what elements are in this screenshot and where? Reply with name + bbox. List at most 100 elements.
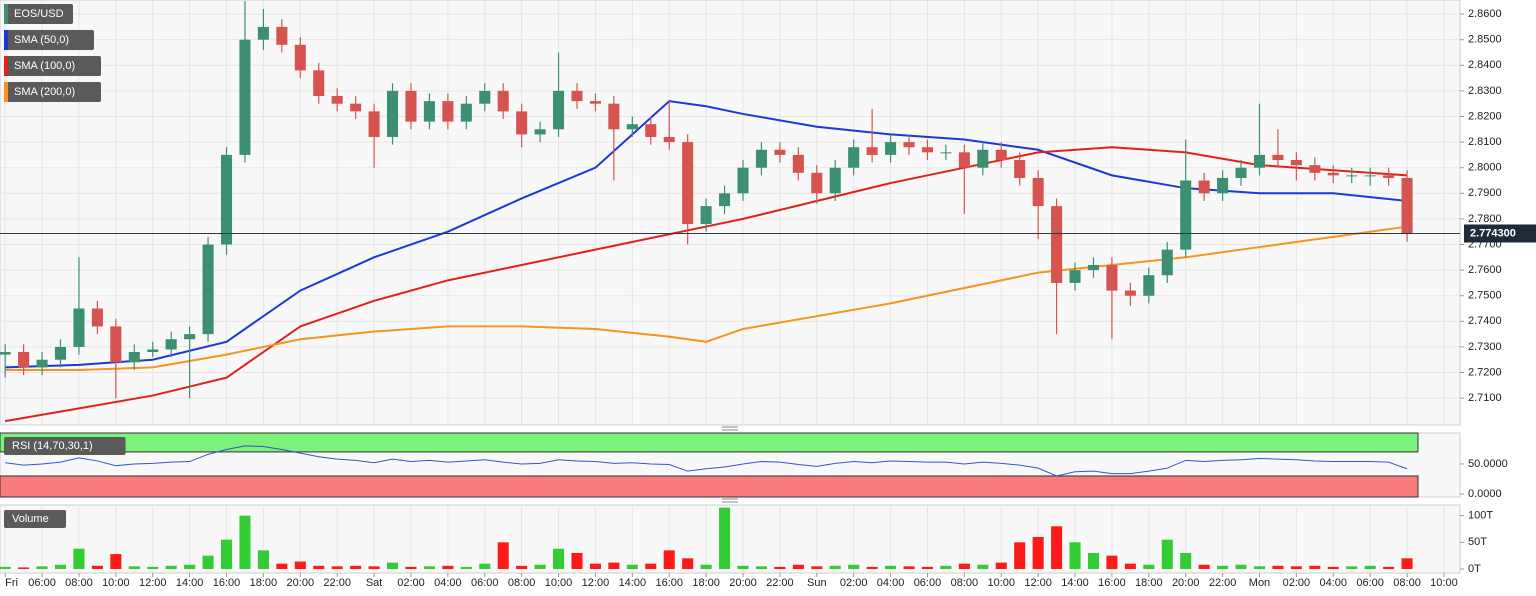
- x-tick-label: 06:00: [28, 577, 56, 589]
- volume-tick-label: 50T: [1468, 536, 1487, 548]
- rsi-overbought-band: [0, 432, 1419, 453]
- legend-label: SMA (100,0): [14, 60, 75, 72]
- volume-bar: [829, 565, 841, 569]
- volume-bar: [663, 550, 675, 569]
- volume-bar: [1290, 566, 1302, 569]
- x-tick-label: 12:00: [582, 577, 610, 589]
- x-tick-label: 20:00: [287, 577, 315, 589]
- volume-bar: [73, 548, 85, 569]
- y-tick-label: 2.7600: [1468, 264, 1502, 276]
- candle-body: [977, 149, 989, 168]
- volume-bar: [737, 565, 749, 569]
- candle-body: [1106, 264, 1118, 291]
- candle-body: [626, 124, 638, 130]
- x-tick-label: 06:00: [1356, 577, 1384, 589]
- volume-tick-label: 100T: [1468, 510, 1493, 522]
- volume-bar: [368, 566, 380, 569]
- volume-bar: [608, 562, 620, 569]
- candle-body: [405, 90, 417, 122]
- candle-body: [442, 101, 454, 122]
- volume-bar: [516, 565, 528, 569]
- volume-bar: [811, 566, 823, 569]
- volume-bar: [700, 564, 712, 569]
- volume-bar: [313, 565, 325, 569]
- x-tick-label: 02:00: [840, 577, 868, 589]
- legend-box: [4, 56, 101, 76]
- y-tick-label: 2.7400: [1468, 315, 1502, 327]
- candle-body: [940, 152, 952, 154]
- x-tick-label: 06:00: [471, 577, 499, 589]
- rsi-line: [5, 445, 1408, 477]
- candle-body: [423, 101, 435, 122]
- volume-bar: [294, 561, 306, 569]
- candle-body: [479, 90, 491, 104]
- volume-bar: [1014, 542, 1026, 569]
- candle-body: [553, 90, 565, 130]
- candle-body: [995, 149, 1007, 161]
- candle-body: [848, 147, 860, 168]
- panel-grip[interactable]: [722, 498, 738, 503]
- volume-bar: [977, 564, 989, 569]
- rsi-label: RSI (14,70,30,1): [12, 440, 93, 452]
- y-tick-label: 2.8600: [1468, 8, 1502, 20]
- candle-body: [516, 111, 528, 135]
- x-tick-label: 10:00: [1430, 577, 1458, 589]
- legend-label: EOS/USD: [14, 8, 64, 20]
- x-tick-label: 22:00: [1209, 577, 1237, 589]
- volume-bar: [626, 564, 638, 569]
- volume-label-box: [4, 510, 66, 528]
- y-tick-label: 2.8200: [1468, 110, 1502, 122]
- volume-bar: [719, 507, 731, 569]
- legend-swatch: [4, 30, 8, 50]
- candle-body: [571, 90, 583, 102]
- volume-bar: [1217, 565, 1229, 569]
- candle-body: [1309, 165, 1321, 173]
- x-tick-label: 16:00: [1098, 577, 1126, 589]
- volume-bar: [405, 566, 417, 569]
- candle-body: [0, 352, 11, 355]
- candle-body: [73, 308, 85, 347]
- price-panel: [0, 0, 1461, 426]
- candle-body: [1346, 175, 1358, 177]
- candle-body: [1051, 206, 1063, 283]
- candle-body: [1401, 177, 1413, 234]
- candle-body: [184, 334, 196, 340]
- volume-bar: [165, 565, 177, 569]
- volume-bar: [1124, 563, 1136, 569]
- candle-body: [903, 142, 915, 148]
- volume-bar: [1346, 566, 1358, 569]
- y-tick-label: 2.8500: [1468, 34, 1502, 46]
- volume-bar: [1106, 555, 1118, 569]
- x-tick-label: 08:00: [508, 577, 536, 589]
- x-tick-label: 02:00: [1283, 577, 1311, 589]
- candle-body: [18, 352, 30, 368]
- x-tick-label: 08:00: [1393, 577, 1421, 589]
- volume-bar: [1272, 565, 1284, 569]
- candle-body: [792, 154, 804, 173]
- x-tick-label: 22:00: [766, 577, 794, 589]
- x-tick-label: 08:00: [65, 577, 93, 589]
- legend-box: [4, 4, 73, 24]
- x-tick-label: 04:00: [877, 577, 905, 589]
- candle-body: [534, 129, 546, 135]
- sma-line: [5, 100, 1408, 369]
- volume-bar: [36, 566, 48, 569]
- legend-label: SMA (50,0): [14, 34, 69, 46]
- x-tick-label: Mon: [1249, 577, 1270, 589]
- volume-bar: [460, 566, 472, 569]
- candle-body: [700, 206, 712, 225]
- volume-bar: [940, 565, 952, 569]
- x-tick-label: 22:00: [323, 577, 351, 589]
- x-tick-label: Fri: [5, 577, 18, 589]
- volume-bar: [774, 566, 786, 569]
- candle-body: [1180, 180, 1192, 250]
- volume-bar: [110, 554, 122, 569]
- y-tick-label: 2.8100: [1468, 136, 1502, 148]
- x-tick-label: 08:00: [951, 577, 979, 589]
- rsi-oversold-band: [0, 475, 1419, 498]
- volume-bar: [589, 563, 601, 569]
- panel-grip[interactable]: [722, 426, 738, 431]
- candle-body: [1383, 175, 1395, 178]
- candle-body: [1272, 154, 1284, 161]
- volume-bar: [1364, 565, 1376, 569]
